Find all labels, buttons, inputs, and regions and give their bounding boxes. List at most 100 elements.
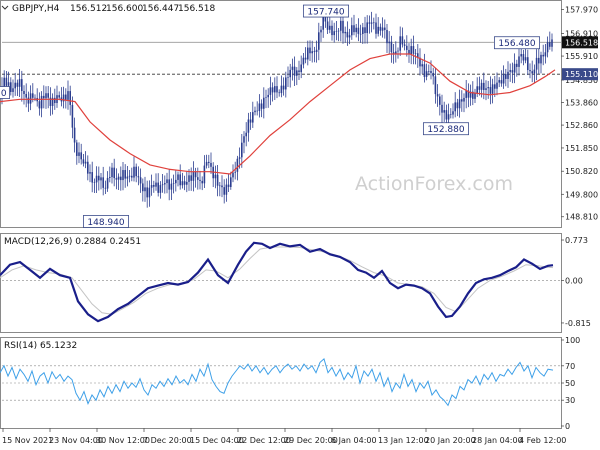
candle-body xyxy=(439,96,441,105)
candle-body xyxy=(381,27,384,31)
price-level-marker xyxy=(562,36,598,49)
candle-body xyxy=(190,175,192,181)
candle-body xyxy=(289,69,291,78)
rsi-tick-label: 70 xyxy=(565,362,575,371)
candle-body xyxy=(509,70,511,72)
candle-body xyxy=(67,91,69,100)
macd-panel-title: MACD(12,26,9) 0.2884 0.2451 xyxy=(4,237,141,247)
candle-body xyxy=(397,50,399,52)
candle-body xyxy=(331,25,333,36)
candle-body xyxy=(445,110,448,120)
candle-body xyxy=(436,94,439,97)
candle-body xyxy=(188,175,190,182)
candle-body xyxy=(194,171,197,178)
candle-body xyxy=(45,93,47,99)
watermark: ActionForex.com xyxy=(355,173,513,195)
candle-body xyxy=(100,177,102,181)
candle-body xyxy=(408,49,410,55)
candle-body xyxy=(304,57,307,60)
candle-body xyxy=(38,101,41,109)
candle-body xyxy=(186,181,188,185)
candle-body xyxy=(89,172,91,174)
candle-body xyxy=(368,22,371,24)
candle-body xyxy=(340,20,342,31)
candle-body xyxy=(511,70,514,73)
candle-body xyxy=(494,84,496,89)
candle-body xyxy=(302,57,305,65)
candle-body xyxy=(524,57,527,61)
time-tick-label: 30 Nov 12:00 xyxy=(96,436,150,445)
candle-body xyxy=(82,159,85,164)
swing-label-box xyxy=(422,122,469,136)
swing-label-box xyxy=(0,86,11,99)
candle-body xyxy=(546,42,549,53)
price-level-marker xyxy=(562,68,598,81)
candle-body xyxy=(80,152,82,160)
time-tick-label: 6 Jan 04:00 xyxy=(331,436,377,445)
candle-body xyxy=(223,187,225,195)
candle-body xyxy=(322,17,324,30)
candle-body xyxy=(498,80,500,83)
candle-body xyxy=(159,185,162,193)
candle-body xyxy=(320,29,322,33)
candle-body xyxy=(234,171,236,173)
candle-body xyxy=(296,70,298,76)
candle-body xyxy=(458,99,461,109)
macd-tick-label: -0.815 xyxy=(565,319,591,328)
candle-body xyxy=(247,119,250,133)
candle-body xyxy=(175,179,177,184)
candle-body xyxy=(76,142,78,156)
time-tick-label: 15 Dec 04:00 xyxy=(190,436,244,445)
candle-body xyxy=(102,177,104,188)
candle-body xyxy=(157,182,159,193)
candle-body xyxy=(98,175,100,181)
candle-body xyxy=(128,175,131,177)
candle-body xyxy=(142,183,144,192)
candle-body xyxy=(133,166,135,178)
swing-label-box xyxy=(302,4,349,18)
price-tick-label: 154.850 xyxy=(565,76,598,85)
macd-tick-label: 0.00 xyxy=(565,276,583,285)
candle-body xyxy=(375,22,377,34)
candle-body xyxy=(276,86,278,93)
candle-body xyxy=(161,184,164,186)
candle-body xyxy=(243,136,245,143)
candle-body xyxy=(392,52,395,54)
candle-body xyxy=(84,161,87,164)
time-tick-label: 23 Nov 04:00 xyxy=(49,436,103,445)
candle-body xyxy=(65,94,67,100)
candle-body xyxy=(346,31,349,38)
candle-body xyxy=(122,170,124,181)
candle-body xyxy=(203,165,206,184)
candle-body xyxy=(335,30,338,32)
swing-label-box xyxy=(493,36,540,50)
candle-body xyxy=(513,63,516,73)
candle-body xyxy=(406,45,408,50)
candle-body xyxy=(491,84,494,94)
candle-body xyxy=(236,158,239,172)
rsi-tick-label: 100 xyxy=(565,336,580,345)
candle-body xyxy=(527,57,529,70)
candle-body xyxy=(216,174,219,186)
candle-body xyxy=(139,177,142,184)
axis-layer: 157.970 156.910 155.910 154.850 153.860 152.8… xyxy=(2,5,598,445)
candle-body xyxy=(454,102,456,112)
candle-body xyxy=(135,166,137,177)
candle-body xyxy=(260,103,263,109)
candle-body xyxy=(104,187,107,189)
candle-body xyxy=(309,47,311,54)
candle-body xyxy=(263,97,265,109)
ohlc-low: 156.447 xyxy=(142,4,179,14)
candle-body xyxy=(71,104,74,128)
rsi-panel-title: RSI(14) 65.1232 xyxy=(4,341,77,351)
candle-body xyxy=(549,42,551,47)
candle-body xyxy=(370,22,373,24)
candle-body xyxy=(395,51,397,54)
time-tick-label: 7 Dec 20:00 xyxy=(143,436,192,445)
candle-body xyxy=(533,69,536,74)
time-tick-label: 13 Jan 12:00 xyxy=(378,436,429,445)
price-level-label: 155.110 xyxy=(565,70,598,79)
price-series-layer: 157.740 156.480 152.880 148.940 0 xyxy=(0,4,561,228)
candle-body xyxy=(126,176,129,179)
